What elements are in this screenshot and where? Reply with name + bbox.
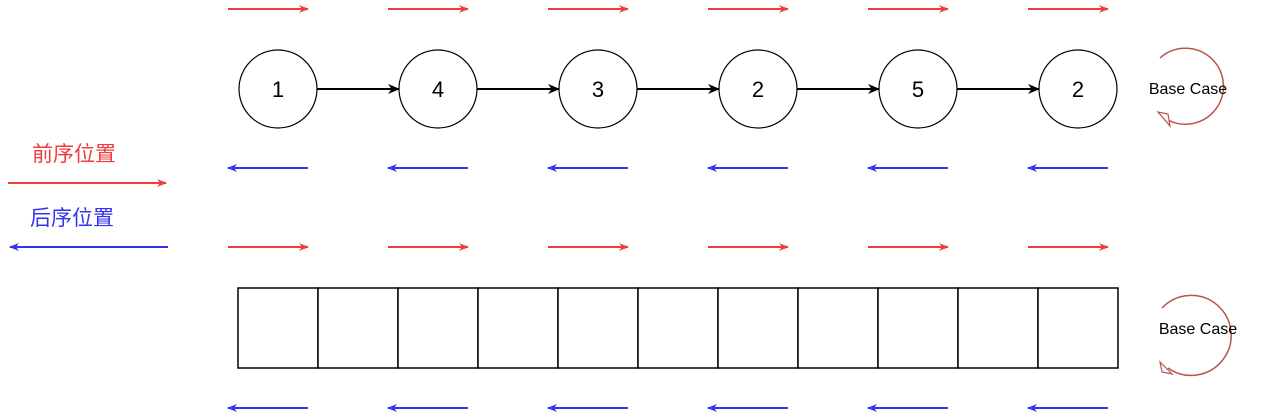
node-circle [398,49,478,129]
list-base-case-arrowhead-icon [1156,111,1171,129]
array-base-case-loop-arrow [1161,294,1232,377]
array-cell [957,287,1039,369]
linked-list: 1 4 3 2 5 2 [238,49,1118,129]
array-cell [397,287,479,369]
node-value: 2 [1072,77,1084,102]
array-base-case-arrowhead-icon [1159,360,1174,375]
node-value: 3 [592,77,604,102]
list-node: 3 [558,49,638,129]
array-cell [477,287,559,369]
node-circle [1038,49,1118,129]
node-value: 1 [272,77,284,102]
array-cell [797,287,879,369]
list-node: 2 [1038,49,1118,129]
legend-postorder-label: 后序位置 [30,206,114,230]
array [237,287,1119,369]
node-circle [238,49,318,129]
list-base-case-loop-arrow [1159,47,1225,125]
list-node: 2 [718,49,798,129]
node-circle [718,49,798,129]
node-value: 5 [912,77,924,102]
legend-preorder-label: 前序位置 [32,142,116,166]
array-cell [237,287,319,369]
array-base-case: Base Case [1159,294,1237,377]
list-node: 1 [238,49,318,129]
array-cell [877,287,959,369]
array-base-case-label: Base Case [1159,321,1237,338]
array-cell [717,287,799,369]
array-cell [317,287,399,369]
node-circle [878,49,958,129]
node-value: 2 [752,77,764,102]
node-value: 4 [432,77,444,102]
array-cell [557,287,639,369]
array-cell [637,287,719,369]
list-base-case-label: Base Case [1149,81,1227,98]
node-circle [558,49,638,129]
list-base-case: Base Case [1149,47,1227,129]
list-node: 4 [398,49,478,129]
array-cell [1037,287,1119,369]
legend: 前序位置 后序位置 [8,142,168,251]
list-node: 5 [878,49,958,129]
